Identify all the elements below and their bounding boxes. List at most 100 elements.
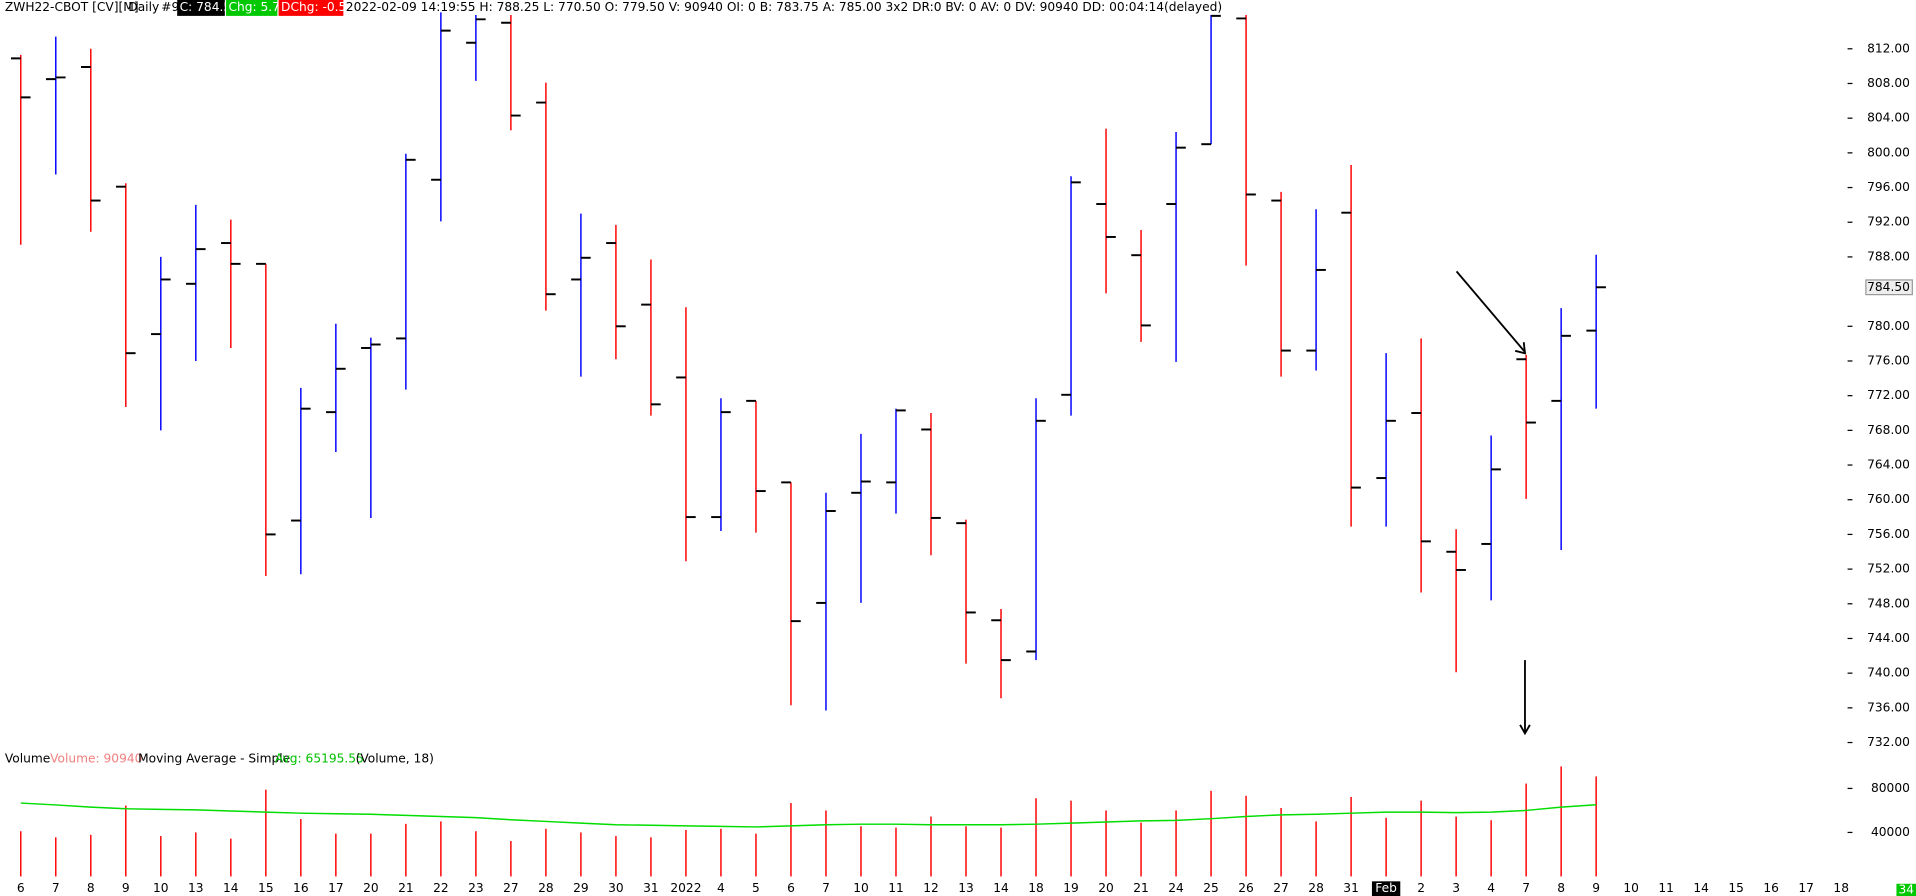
corner-box bbox=[1896, 883, 1916, 896]
y-tick-label: 792.00 bbox=[1867, 215, 1910, 229]
y-tick-label: 788.00 bbox=[1867, 249, 1910, 263]
y-tick-label: 756.00 bbox=[1867, 527, 1910, 541]
x-tick-label: 10 bbox=[853, 881, 869, 895]
x-tick-label: 9 bbox=[1592, 881, 1600, 895]
x-tick-label: 8 bbox=[87, 881, 95, 895]
y-tick-label: 80000 bbox=[1871, 781, 1910, 795]
volume-value: Volume: 90940 bbox=[50, 752, 142, 766]
y-tick-label: 808.00 bbox=[1867, 76, 1910, 90]
y-tick-label: 744.00 bbox=[1867, 631, 1910, 645]
y-tick-label: 796.00 bbox=[1867, 180, 1910, 194]
y-tick-label: 736.00 bbox=[1867, 700, 1910, 714]
interval: Daily bbox=[128, 0, 159, 14]
change-box bbox=[226, 0, 278, 16]
info: 2022-02-09 14:19:55 H: 788.25 L: 770.50 … bbox=[346, 0, 1222, 14]
x-tick-label: 20 bbox=[1098, 881, 1114, 895]
symbol: ZWH22-CBOT [CV][M] bbox=[5, 0, 139, 14]
ma-value: Avg: 65195.55 bbox=[275, 752, 364, 766]
x-tick-label: 15 bbox=[1728, 881, 1744, 895]
last-price-label: 784.50 bbox=[1867, 280, 1910, 294]
x-tick-label: 17 bbox=[1798, 881, 1814, 895]
y-tick-label: 804.00 bbox=[1867, 111, 1910, 125]
x-tick-label: 13 bbox=[958, 881, 974, 895]
corner-label: 34 bbox=[1898, 882, 1914, 896]
x-tick-label: 16 bbox=[1763, 881, 1779, 895]
x-tick-label: 27 bbox=[503, 881, 519, 895]
x-tick-label: 19 bbox=[1063, 881, 1079, 895]
x-tick-label: 13 bbox=[188, 881, 204, 895]
x-tick-label: 7 bbox=[822, 881, 830, 895]
y-tick-label: 768.00 bbox=[1867, 423, 1910, 437]
x-tick-label: 16 bbox=[293, 881, 309, 895]
x-tick-label: 30 bbox=[608, 881, 624, 895]
x-tick-label: 31 bbox=[643, 881, 659, 895]
x-tick-label: 2 bbox=[1417, 881, 1425, 895]
x-tick-label: 18 bbox=[1028, 881, 1044, 895]
x-tick-label: 10 bbox=[1623, 881, 1639, 895]
y-tick-label: 748.00 bbox=[1867, 596, 1910, 610]
change-label: Chg: 5.75 bbox=[229, 0, 288, 14]
x-tick-label: 15 bbox=[258, 881, 274, 895]
y-tick-label: 772.00 bbox=[1867, 388, 1910, 402]
y-tick-label: 780.00 bbox=[1867, 319, 1910, 333]
x-tick-label: 6 bbox=[787, 881, 795, 895]
x-tick-label: 11 bbox=[1658, 881, 1674, 895]
x-tick-label: 31 bbox=[1343, 881, 1359, 895]
x-tick-label: 28 bbox=[538, 881, 554, 895]
close-box bbox=[177, 0, 225, 16]
x-tick-label: 12 bbox=[923, 881, 939, 895]
x-tick-label: 4 bbox=[717, 881, 725, 895]
y-tick-label: 760.00 bbox=[1867, 492, 1910, 506]
x-tick-label: 14 bbox=[223, 881, 239, 895]
dchange-box bbox=[278, 0, 344, 16]
y-tick-label: 732.00 bbox=[1867, 735, 1910, 749]
x-tick-label: 5 bbox=[752, 881, 760, 895]
y-tick-label: 740.00 bbox=[1867, 666, 1910, 680]
x-tick-label: 6 bbox=[17, 881, 25, 895]
close-label: C: 784.50 bbox=[180, 0, 239, 14]
x-tick-label: 3 bbox=[1452, 881, 1460, 895]
last-price-box bbox=[1865, 279, 1913, 296]
y-tick-label: 764.00 bbox=[1867, 458, 1910, 472]
x-tick-label: 26 bbox=[1238, 881, 1254, 895]
bar-number: #9 bbox=[161, 0, 179, 14]
x-tick-label: 23 bbox=[468, 881, 484, 895]
ma-name: Moving Average - Simple bbox=[138, 752, 290, 766]
y-tick-label: 752.00 bbox=[1867, 562, 1910, 576]
x-tick-label: 7 bbox=[1522, 881, 1530, 895]
x-tick-label: 20 bbox=[363, 881, 379, 895]
x-tick-label: 8 bbox=[1557, 881, 1565, 895]
x-tick-label: 18 bbox=[1833, 881, 1849, 895]
x-tick-label: 21 bbox=[1133, 881, 1149, 895]
dchange-label: DChg: -0.50 bbox=[281, 0, 354, 14]
x-tick-label: 11 bbox=[888, 881, 904, 895]
y-tick-label: 40000 bbox=[1871, 825, 1910, 839]
x-tick-label: 29 bbox=[573, 881, 589, 895]
y-tick-label: 812.00 bbox=[1867, 41, 1910, 55]
x-tick-label: 24 bbox=[1168, 881, 1184, 895]
arrow-head bbox=[1514, 342, 1527, 355]
x-tick-label: 25 bbox=[1203, 881, 1219, 895]
x-tick-label: 4 bbox=[1487, 881, 1495, 895]
x-tick-label: 28 bbox=[1308, 881, 1324, 895]
x-tick-label: 10 bbox=[153, 881, 169, 895]
x-tick-label: 22 bbox=[433, 881, 449, 895]
arrow-head bbox=[1519, 724, 1531, 736]
y-tick-label: 800.00 bbox=[1867, 145, 1910, 159]
x-tick-label: 17 bbox=[328, 881, 344, 895]
arrow-annotations bbox=[1455, 270, 1531, 736]
x-tick-label: 2022 bbox=[670, 881, 701, 895]
x-tick-label: 14 bbox=[993, 881, 1009, 895]
x-tick-label: Feb bbox=[1375, 881, 1397, 895]
x-tick-label: 27 bbox=[1273, 881, 1289, 895]
x-tick-label: 9 bbox=[122, 881, 130, 895]
x-label-box bbox=[1371, 881, 1401, 896]
x-tick-label: 7 bbox=[52, 881, 60, 895]
x-tick-label: 14 bbox=[1693, 881, 1709, 895]
moving-average bbox=[20, 802, 1597, 828]
volume-title: Volume bbox=[5, 752, 50, 766]
arrow bbox=[1455, 270, 1526, 353]
